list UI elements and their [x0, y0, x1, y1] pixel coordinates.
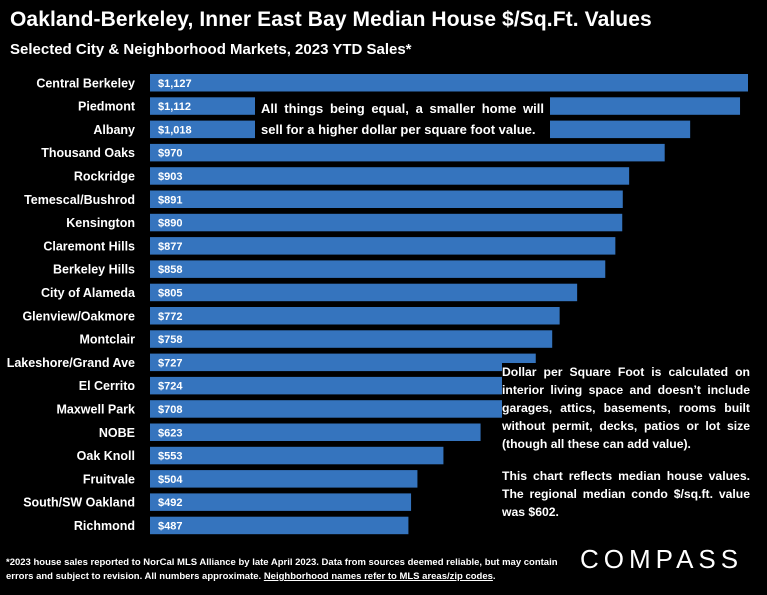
chart-subtitle: Selected City & Neighborhood Markets, 20…: [10, 41, 412, 58]
category-label: Claremont Hills: [43, 239, 135, 253]
note-paragraph-2: This chart reflects median house values.…: [502, 469, 750, 519]
category-label: Oak Knoll: [77, 449, 135, 463]
bar: [150, 167, 630, 185]
bar: [150, 470, 418, 488]
bar: [150, 330, 553, 348]
value-label: $487: [158, 520, 182, 532]
callout-text: All things being equal, a smaller home w…: [255, 96, 550, 142]
bar: [150, 446, 444, 465]
value-label: $492: [158, 497, 182, 509]
bar: [150, 376, 535, 395]
bar: [150, 74, 748, 92]
value-label: $805: [158, 287, 182, 299]
category-label: Thousand Oaks: [41, 146, 135, 160]
bar: [150, 423, 481, 441]
value-label: $623: [158, 427, 182, 439]
bar: [150, 400, 526, 418]
category-label: Rockridge: [74, 169, 135, 183]
category-label: El Cerrito: [79, 379, 136, 393]
category-label: Central Berkeley: [36, 76, 135, 90]
category-label: Berkeley Hills: [53, 263, 135, 277]
value-label: $970: [158, 148, 182, 160]
category-label: Montclair: [79, 333, 135, 347]
value-label: $758: [158, 334, 182, 346]
bar: [150, 493, 412, 511]
value-label: $858: [158, 264, 182, 276]
value-label: $877: [158, 241, 182, 253]
bar: [150, 307, 560, 325]
bar: [150, 143, 665, 162]
footnote: *2023 house sales reported to NorCal MLS…: [6, 557, 558, 582]
compass-logo: COMPASS: [580, 544, 744, 574]
category-label: Kensington: [66, 216, 135, 230]
value-label: $891: [158, 194, 182, 206]
value-label: $1,018: [158, 124, 192, 136]
bar-chart: Central Berkeley $1,127 Piedmont $1,112 Alba…: [7, 74, 748, 535]
chart-title: Oakland-Berkeley, Inner East Bay Median …: [10, 8, 652, 31]
category-label: South/SW Oakland: [23, 496, 135, 510]
value-label: $708: [158, 404, 182, 416]
value-label: $553: [158, 451, 182, 463]
category-label: Albany: [93, 123, 135, 137]
value-label: $890: [158, 218, 182, 230]
value-label: $772: [158, 311, 182, 323]
value-label: $724: [158, 381, 183, 393]
bar: [150, 353, 536, 372]
footnote-text: *2023 house sales reported to NorCal MLS…: [6, 557, 558, 582]
category-label: NOBE: [99, 426, 135, 440]
category-label: Maxwell Park: [56, 402, 135, 416]
category-label: Glenview/Oakmore: [22, 309, 135, 323]
note-paragraph-1: Dollar per Square Foot is calculated on …: [502, 365, 750, 451]
value-label: $504: [158, 474, 183, 486]
category-label: Richmond: [74, 519, 135, 533]
methodology-note: Dollar per Square Foot is calculated on …: [502, 363, 750, 521]
value-label: $903: [158, 171, 182, 183]
value-label: $727: [158, 357, 182, 369]
category-label: Lakeshore/Grand Ave: [7, 356, 135, 370]
footnote-link[interactable]: Neighborhood names refer to MLS areas/zi…: [263, 571, 493, 582]
bar: [150, 213, 623, 232]
bar: [150, 283, 578, 302]
category-label: Temescal/Bushrod: [24, 193, 135, 207]
value-label: $1,112: [158, 101, 191, 113]
bar: [150, 516, 409, 535]
bar: [150, 190, 623, 208]
category-label: Fruitvale: [83, 472, 135, 486]
bar: [150, 260, 606, 278]
category-label: City of Alameda: [41, 286, 136, 300]
value-label: $1,127: [158, 78, 192, 90]
category-label: Piedmont: [78, 100, 136, 114]
bar: [150, 237, 616, 255]
